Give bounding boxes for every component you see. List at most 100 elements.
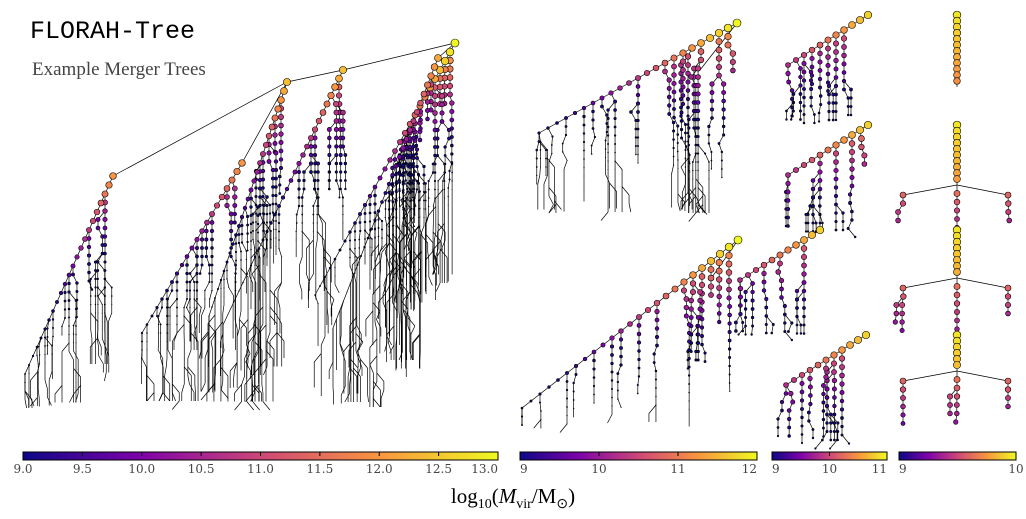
tree-edge xyxy=(822,431,828,441)
tree-edge xyxy=(339,300,344,311)
tree-edge xyxy=(353,367,361,377)
tree-node xyxy=(450,152,454,156)
tree-edge xyxy=(162,375,171,385)
tree-edge xyxy=(189,273,195,283)
tree-edge xyxy=(187,375,190,385)
tree-edge xyxy=(208,306,213,317)
tree-edge xyxy=(383,276,387,286)
tree-edge xyxy=(826,414,835,424)
tree-node xyxy=(373,211,377,214)
tree-node xyxy=(423,216,425,219)
tree-edge xyxy=(395,251,404,261)
tree-edge xyxy=(334,284,340,294)
tree-node xyxy=(411,188,414,190)
tree-edge xyxy=(262,196,271,206)
tree-edge xyxy=(97,295,103,305)
tree-node xyxy=(411,196,414,199)
tree-node xyxy=(404,179,407,182)
tree-node xyxy=(384,208,387,210)
tree-edge xyxy=(688,187,697,197)
tree-edge xyxy=(437,223,446,233)
tree-node xyxy=(425,116,430,122)
tree-node xyxy=(412,208,415,210)
tree-node xyxy=(391,208,394,210)
tree-edge xyxy=(372,285,381,295)
tree-edge xyxy=(245,353,251,363)
tree-node xyxy=(415,205,417,207)
tree-node xyxy=(391,199,394,202)
tree-edge xyxy=(308,273,314,283)
tree-node xyxy=(401,189,405,192)
tree-edge xyxy=(350,359,359,369)
tree-edge xyxy=(252,401,260,411)
tree-node xyxy=(349,248,351,250)
tree-edge xyxy=(521,400,532,409)
tree-node xyxy=(368,220,372,223)
tree-node xyxy=(411,153,416,157)
tree-edge xyxy=(112,81,288,177)
tree-edge xyxy=(357,255,362,266)
tree-node xyxy=(369,246,371,248)
tree-edge xyxy=(680,166,686,176)
tree-node xyxy=(413,205,416,208)
tree-edge xyxy=(414,189,418,199)
tree-edge xyxy=(648,404,657,414)
tree-edge xyxy=(548,195,554,205)
tree-node xyxy=(403,136,410,142)
tree-edge xyxy=(299,282,303,292)
tree-edge xyxy=(250,256,256,266)
tree-node xyxy=(397,139,403,145)
tree-edge xyxy=(329,258,336,269)
tree-edge xyxy=(530,393,541,402)
tree-edge xyxy=(902,184,958,196)
tree-node xyxy=(333,257,337,261)
tree-edge xyxy=(90,329,93,339)
tree-node xyxy=(354,256,356,258)
tree-edge xyxy=(266,340,275,350)
tree-edge xyxy=(388,342,392,352)
tree-edge xyxy=(200,331,209,341)
tree-node xyxy=(418,208,420,210)
tree-edge xyxy=(96,338,99,348)
tree-edge xyxy=(355,333,364,343)
tree-edge xyxy=(96,329,99,339)
tree-edge xyxy=(718,134,724,144)
tree-edge xyxy=(357,341,364,351)
tree-edge xyxy=(320,336,326,346)
tree-node xyxy=(349,256,351,259)
tree-edge xyxy=(417,292,420,302)
tree-node xyxy=(422,190,426,194)
tree-edge xyxy=(356,325,362,335)
tree-edge xyxy=(352,256,360,266)
tree-node xyxy=(391,225,394,227)
tree-edge xyxy=(336,309,341,320)
tree-node xyxy=(358,212,362,216)
tree-edge xyxy=(607,414,613,424)
tree-node xyxy=(432,205,434,208)
tree-edge xyxy=(253,349,259,359)
tree-edge xyxy=(240,268,249,278)
tree-node xyxy=(451,180,453,182)
tree-edge xyxy=(210,332,217,342)
tree-node xyxy=(409,191,412,194)
tree-node xyxy=(447,91,453,98)
tree-edge xyxy=(637,376,640,386)
tree-edge xyxy=(255,221,264,231)
tree-edge xyxy=(784,314,793,324)
tree-edge xyxy=(44,379,48,389)
tree-edge xyxy=(37,389,40,399)
tree-edge xyxy=(538,141,547,151)
tree-edge xyxy=(447,179,450,189)
tree-edge xyxy=(193,298,202,308)
tree-edge xyxy=(358,230,361,240)
tree-edge xyxy=(432,197,436,207)
tree-node xyxy=(397,154,402,160)
tree-node xyxy=(394,208,398,211)
tree-node xyxy=(447,187,450,189)
tree-node xyxy=(418,117,423,123)
tree-edge xyxy=(48,371,53,381)
tree-edge xyxy=(687,192,693,202)
tree-edge xyxy=(233,370,235,380)
merger-trees xyxy=(24,10,1012,450)
tree-edge xyxy=(415,283,420,293)
